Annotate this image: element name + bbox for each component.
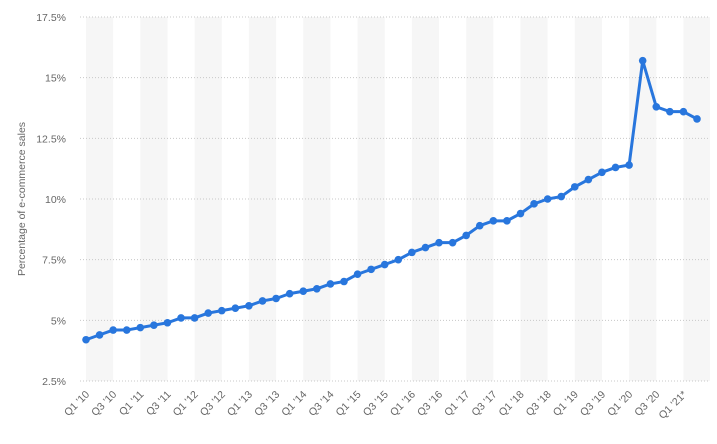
point bbox=[679, 107, 688, 116]
y-tick-label: 7.5% bbox=[42, 255, 66, 267]
x-tick-label: Q3 '10 bbox=[89, 389, 119, 419]
point bbox=[571, 183, 579, 191]
point bbox=[353, 270, 362, 279]
x-tick-label: Q3 '17 bbox=[469, 389, 499, 419]
column-band bbox=[140, 17, 168, 381]
x-tick-label: Q1 '20 bbox=[605, 389, 635, 419]
x-tick-label: Q3 '19 bbox=[578, 389, 608, 419]
x-tick-label: Q1 '14 bbox=[279, 389, 309, 419]
column-band bbox=[520, 17, 548, 381]
x-tick-label: Q1 '21* bbox=[657, 389, 690, 422]
point bbox=[313, 284, 321, 293]
point bbox=[136, 323, 145, 332]
point bbox=[340, 277, 348, 286]
x-tick-label: Q1 '19 bbox=[551, 389, 581, 419]
point bbox=[380, 260, 389, 269]
x-tick-label: Q3 '11 bbox=[144, 389, 174, 419]
point bbox=[652, 102, 661, 111]
point bbox=[435, 238, 443, 247]
point bbox=[693, 115, 701, 123]
x-tick-label: Q1 '11 bbox=[117, 389, 147, 419]
column-band bbox=[303, 17, 331, 381]
point bbox=[272, 294, 280, 303]
point bbox=[516, 209, 525, 218]
column-band bbox=[194, 17, 222, 381]
point bbox=[557, 192, 566, 201]
point bbox=[489, 217, 498, 225]
point bbox=[285, 289, 294, 298]
point bbox=[638, 56, 647, 65]
point bbox=[530, 200, 538, 208]
x-tick-label: Q3 '13 bbox=[252, 389, 282, 419]
point bbox=[598, 168, 606, 177]
line bbox=[85, 59, 698, 342]
column-band bbox=[248, 17, 277, 381]
point bbox=[177, 314, 185, 322]
y-tick-label: 10% bbox=[45, 194, 66, 206]
x-tick-label: Q3 '16 bbox=[415, 389, 445, 419]
x-tick-label: Q1 '13 bbox=[225, 389, 255, 419]
column-band bbox=[629, 17, 657, 381]
column-band bbox=[86, 17, 114, 381]
point bbox=[190, 314, 199, 322]
point bbox=[95, 331, 104, 339]
y-tick-label: 17.5% bbox=[36, 12, 66, 24]
point bbox=[109, 326, 117, 334]
x-tick-label: Q1 '12 bbox=[171, 389, 201, 419]
x-tick-label: Q1 '15 bbox=[334, 389, 364, 419]
point bbox=[245, 301, 253, 310]
point bbox=[584, 175, 593, 184]
point bbox=[408, 248, 416, 257]
y-tick-label: 12.5% bbox=[36, 133, 66, 145]
x-tick-label: Q1 '16 bbox=[388, 389, 418, 419]
point bbox=[394, 255, 403, 264]
column-band bbox=[683, 17, 710, 381]
point bbox=[421, 243, 430, 252]
point bbox=[150, 321, 158, 329]
point bbox=[299, 287, 308, 296]
point bbox=[666, 107, 674, 116]
point bbox=[543, 195, 552, 203]
x-tick-label: Q1 '10 bbox=[62, 389, 92, 419]
point bbox=[326, 280, 335, 288]
x-tick-label: Q3 '14 bbox=[306, 389, 336, 419]
y-tick-label: 15% bbox=[45, 73, 66, 85]
y-tick-label: 2.5% bbox=[42, 376, 66, 388]
point bbox=[82, 335, 90, 344]
point bbox=[475, 221, 484, 230]
point bbox=[163, 318, 172, 327]
x-tick-label: Q1 '17 bbox=[442, 389, 472, 419]
x-tick-label: Q3 '18 bbox=[524, 389, 554, 419]
point bbox=[448, 238, 457, 247]
x-tick-label: Q3 '12 bbox=[198, 389, 228, 419]
y-axis-label: Percentage of e-commerce sales bbox=[16, 122, 28, 276]
x-tick-label: Q1 '18 bbox=[496, 389, 526, 419]
point bbox=[204, 309, 212, 317]
point bbox=[625, 161, 633, 169]
point bbox=[462, 231, 470, 240]
point bbox=[258, 297, 267, 305]
point bbox=[367, 265, 375, 274]
point bbox=[611, 163, 620, 172]
point bbox=[231, 304, 240, 313]
point bbox=[503, 217, 511, 225]
point bbox=[122, 326, 131, 334]
column-band bbox=[574, 17, 602, 381]
x-tick-label: Q3 '15 bbox=[361, 389, 391, 419]
point bbox=[217, 306, 226, 315]
y-tick-label: 5% bbox=[51, 315, 66, 327]
